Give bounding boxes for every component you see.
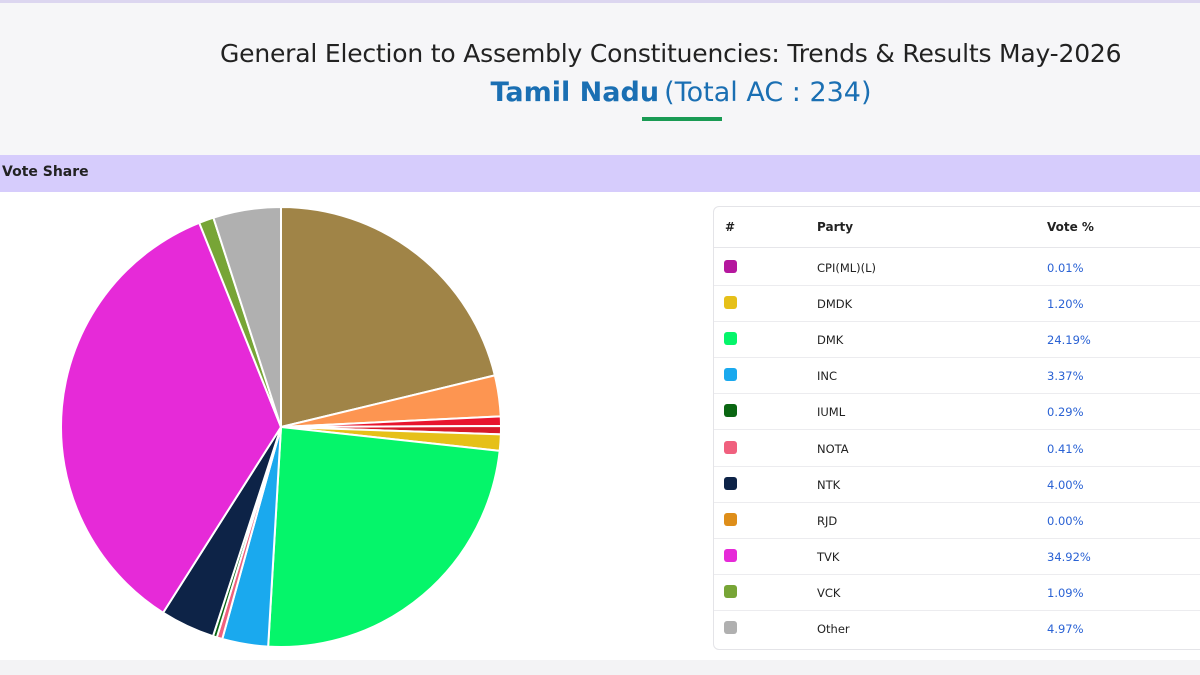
- table-row: Other 4.97%: [714, 610, 1200, 646]
- party-name: DMDK: [817, 297, 853, 312]
- party-name: CPI(ML)(L): [817, 261, 877, 275]
- party-color-swatch: [724, 621, 737, 634]
- title-underline: [642, 117, 722, 121]
- vote-percent: 3.37%: [1047, 369, 1084, 384]
- pie-slice-dmk[interactable]: [267, 426, 501, 648]
- pie-slice-tvk[interactable]: [60, 221, 282, 614]
- party-color-swatch: [724, 368, 737, 382]
- party-name: IUML: [817, 405, 846, 420]
- table-row: RJD 0.00%: [714, 502, 1200, 539]
- table-row: NTK 4.00%: [714, 466, 1200, 503]
- party-color-swatch: [724, 512, 737, 526]
- party-color-swatch: [724, 332, 737, 346]
- party-color-swatch: [724, 548, 737, 562]
- column-header-vote: Vote %: [1047, 220, 1094, 234]
- party-color-swatch: [724, 584, 737, 598]
- column-header-index: #: [725, 220, 736, 234]
- vote-percent: 24.19%: [1047, 333, 1091, 348]
- vote-percent: 1.20%: [1047, 297, 1084, 312]
- pie-slice-slice-0[interactable]: [280, 206, 496, 428]
- column-header-party: Party: [817, 220, 854, 234]
- party-color-swatch: [724, 440, 737, 454]
- page-title: General Election to Assembly Constituenc…: [220, 39, 1122, 68]
- table-row: IUML 0.29%: [714, 393, 1200, 431]
- party-name: NOTA: [817, 441, 849, 456]
- vote-share-header: Vote Share: [0, 155, 1200, 192]
- vote-percent: 4.00%: [1047, 477, 1084, 492]
- table-header: # Party Vote %: [714, 207, 1200, 248]
- top-border: [0, 0, 1200, 3]
- total-ac: (Total AC : 234): [664, 77, 872, 108]
- party-name: NTK: [817, 477, 841, 492]
- state-name: Tamil Nadu: [490, 77, 660, 108]
- party-name: VCK: [817, 585, 841, 600]
- section-title: Vote Share: [2, 164, 89, 180]
- table-row: TVK 34.92%: [714, 538, 1200, 575]
- vote-percent: 0.00%: [1047, 513, 1084, 528]
- table-row: INC 3.37%: [714, 357, 1200, 395]
- vote-percent: 34.92%: [1047, 549, 1091, 564]
- table-row: DMK 24.19%: [714, 321, 1200, 359]
- vote-percent: 0.41%: [1047, 441, 1084, 456]
- vote-percent: 1.09%: [1047, 585, 1084, 600]
- party-color-swatch: [724, 404, 737, 418]
- party-name: INC: [817, 369, 838, 384]
- vote-share-table: # Party Vote % CPI(ML)(L) 0.01% DMDK 1.20% D…: [713, 206, 1200, 650]
- party-color-swatch: [724, 260, 737, 273]
- party-name: TVK: [817, 549, 840, 564]
- vote-percent: 4.97%: [1047, 622, 1084, 636]
- table-row: DMDK 1.20%: [714, 285, 1200, 323]
- bottom-strip: [0, 660, 1200, 675]
- party-name: Other: [817, 622, 850, 636]
- vote-percent: 0.29%: [1047, 405, 1084, 420]
- page-subtitle: Tamil Nadu (Total AC : 234): [0, 77, 1200, 108]
- party-color-swatch: [724, 476, 737, 490]
- table-row: CPI(ML)(L) 0.01%: [714, 249, 1200, 286]
- vote-percent: 0.01%: [1047, 261, 1084, 275]
- table-row: VCK 1.09%: [714, 574, 1200, 611]
- party-name: RJD: [817, 513, 838, 528]
- pie-slice-other[interactable]: [212, 206, 282, 428]
- table-row: NOTA 0.41%: [714, 430, 1200, 467]
- page-header: General Election to Assembly Constituenc…: [0, 3, 1200, 155]
- party-color-swatch: [724, 296, 737, 310]
- vote-share-pie-chart: [60, 206, 503, 648]
- party-name: DMK: [817, 333, 844, 348]
